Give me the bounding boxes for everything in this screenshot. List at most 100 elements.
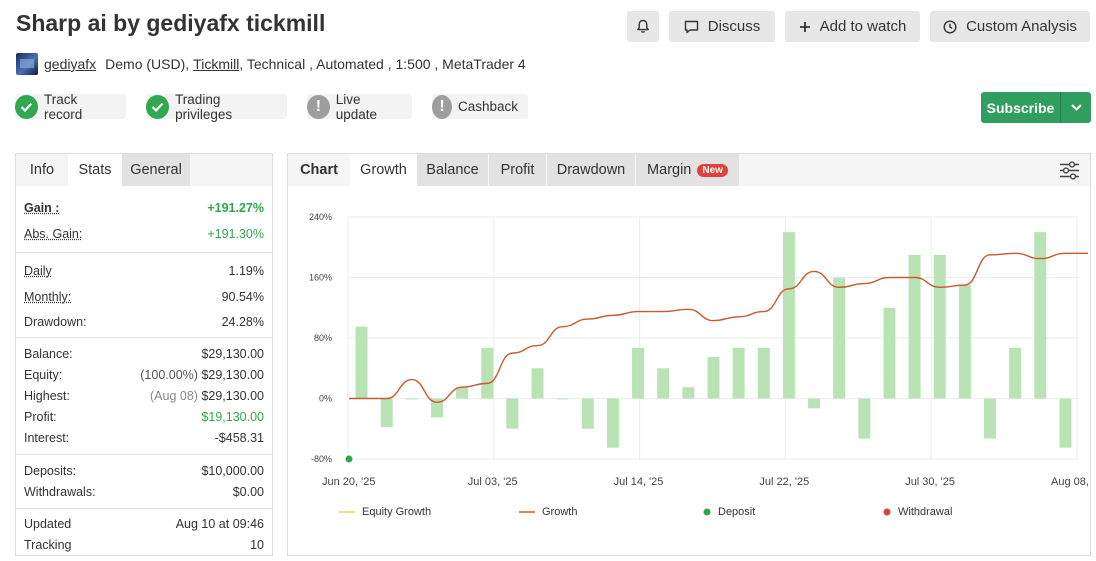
tab-stats[interactable]: Stats <box>68 154 122 186</box>
y-tick-label: 0% <box>319 394 332 404</box>
stat-interest: Interest: -$458.31 <box>24 431 264 445</box>
tab-growth[interactable]: Growth <box>350 154 417 186</box>
stat-daily: Daily 1.19% <box>24 264 264 278</box>
stat-abs-gain-value: +191.30% <box>207 227 264 241</box>
growth-bar[interactable] <box>933 254 946 399</box>
stat-deposits-label: Deposits: <box>24 464 77 478</box>
growth-bar[interactable] <box>984 398 997 439</box>
legend-equity-line-swatch <box>339 511 355 513</box>
divider <box>16 454 272 455</box>
growth-bar[interactable] <box>958 285 971 399</box>
avatar[interactable] <box>16 53 38 75</box>
broker-link[interactable]: Tickmill <box>193 56 240 72</box>
growth-bar[interactable] <box>707 356 720 399</box>
growth-chart[interactable]: 240% 160% 80% 0% -80% Jun 20, '25 Jul 03, '25 J… <box>288 200 1088 500</box>
user-link[interactable]: gediyafx <box>44 56 97 72</box>
legend-withdrawal[interactable]: Withdrawal <box>883 506 952 518</box>
account-details: , Technical , Automated , 1:500 , MetaTr… <box>239 56 526 72</box>
plus-icon <box>799 21 810 32</box>
sliders-icon <box>1060 161 1079 180</box>
legend-equity-growth[interactable]: Equity Growth <box>339 506 431 518</box>
growth-bar[interactable] <box>380 398 393 428</box>
discuss-button[interactable]: Discuss <box>669 11 775 42</box>
notifications-button[interactable] <box>627 11 659 42</box>
live-update-badge[interactable]: ! Live update <box>307 92 412 122</box>
stat-equity-label: Equity: <box>24 368 63 382</box>
chevron-down-icon[interactable] <box>1061 92 1091 123</box>
growth-bar[interactable] <box>833 277 846 399</box>
tab-drawdown[interactable]: Drawdown <box>546 154 635 186</box>
stat-abs-gain-label[interactable]: Abs. Gain: <box>24 227 83 241</box>
growth-bar[interactable] <box>732 347 745 399</box>
growth-bar[interactable] <box>808 398 821 409</box>
growth-bar[interactable] <box>456 387 469 399</box>
growth-bar[interactable] <box>883 307 896 399</box>
tab-info[interactable]: Info <box>29 162 55 178</box>
growth-bar[interactable] <box>682 387 695 399</box>
stat-gain-label[interactable]: Gain : <box>24 201 60 215</box>
stat-highest-label: Highest: <box>24 389 70 403</box>
subscribe-label: Subscribe <box>981 92 1061 123</box>
y-tick-label: 160% <box>309 273 332 283</box>
legend-equity-growth-label: Equity Growth <box>362 506 432 518</box>
cashback-badge[interactable]: ! Cashback <box>432 94 528 119</box>
growth-line[interactable] <box>349 252 1088 403</box>
legend-deposit-dot <box>703 508 711 516</box>
growth-bar[interactable] <box>606 398 619 448</box>
exclamation-icon: ! <box>432 94 452 119</box>
custom-analysis-button[interactable]: Custom Analysis <box>930 11 1090 42</box>
legend-withdrawal-label: Withdrawal <box>898 506 953 518</box>
growth-bar[interactable] <box>782 232 795 399</box>
growth-bar[interactable] <box>430 398 443 418</box>
legend-growth[interactable]: Growth <box>519 506 577 518</box>
stat-updated-value: Aug 10 at 09:46 <box>175 517 264 531</box>
stat-updated-label: Updated <box>24 517 72 531</box>
tab-balance[interactable]: Balance <box>417 154 488 186</box>
growth-bar[interactable] <box>1059 398 1072 448</box>
tab-general[interactable]: General <box>122 154 190 186</box>
growth-bar[interactable] <box>531 368 544 399</box>
growth-bar[interactable] <box>757 347 770 399</box>
tab-profit[interactable]: Profit <box>488 154 546 186</box>
clock-icon <box>943 19 957 34</box>
stat-withdrawals-label: Withdrawals: <box>24 485 96 499</box>
growth-bar[interactable] <box>556 398 569 400</box>
growth-bar[interactable] <box>632 347 645 399</box>
stats-panel: Info Stats General Gain : +191.27% Abs. … <box>15 153 273 556</box>
discuss-label: Discuss <box>707 18 761 35</box>
growth-bar[interactable] <box>858 398 871 439</box>
growth-bar[interactable] <box>908 254 921 399</box>
stat-gain: Gain : +191.27% <box>24 201 264 215</box>
add-to-watch-button[interactable]: Add to watch <box>785 11 920 42</box>
new-badge: New <box>697 163 728 177</box>
legend-deposit[interactable]: Deposit <box>703 506 755 518</box>
tab-margin[interactable]: Margin New <box>635 154 739 186</box>
stat-tracking: Tracking 10 <box>24 538 264 552</box>
stat-profit: Profit: $19,130.00 <box>24 410 264 424</box>
chart-settings-button[interactable] <box>1059 161 1080 185</box>
stat-monthly: Monthly: 90.54% <box>24 290 264 304</box>
subscribe-button[interactable]: Subscribe <box>981 92 1091 123</box>
growth-bar[interactable] <box>481 347 494 399</box>
stat-monthly-label[interactable]: Monthly: <box>24 290 72 304</box>
track-record-badge[interactable]: Track record <box>15 92 126 122</box>
stat-daily-value: 1.19% <box>228 264 264 278</box>
stat-highest-value: $29,130.00 <box>201 389 264 403</box>
deposit-point[interactable] <box>345 455 353 463</box>
stat-drawdown-value: 24.28% <box>221 315 264 329</box>
stat-drawdown: Drawdown: 24.28% <box>24 315 264 329</box>
cashback-label: Cashback <box>457 99 518 114</box>
growth-bar[interactable] <box>657 368 670 399</box>
growth-bar[interactable] <box>355 326 368 399</box>
growth-bar[interactable] <box>1034 232 1047 399</box>
trading-privileges-label: Trading privileges <box>175 91 233 122</box>
x-tick-label: Jul 03, '25 <box>468 476 518 488</box>
growth-bar[interactable] <box>581 398 594 429</box>
trading-privileges-badge[interactable]: Trading privileges <box>146 91 287 122</box>
growth-bar[interactable] <box>506 398 519 429</box>
stat-balance-label: Balance: <box>24 347 73 361</box>
growth-bar[interactable] <box>1009 347 1022 399</box>
growth-bar[interactable] <box>405 398 418 400</box>
stat-daily-label[interactable]: Daily <box>24 264 52 278</box>
stat-tracking-value: 10 <box>250 538 264 552</box>
